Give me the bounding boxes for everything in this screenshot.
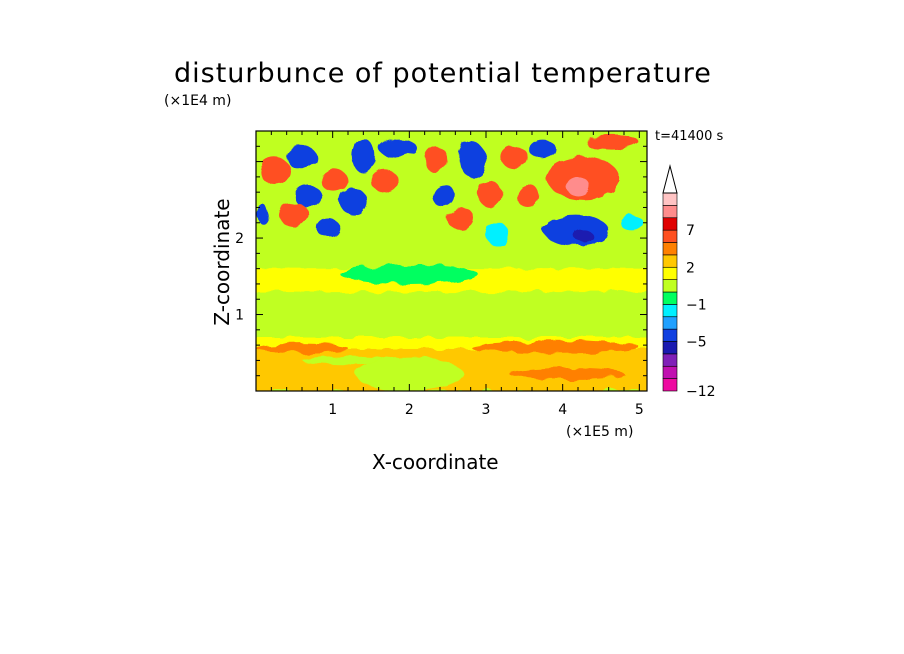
field-cell-27	[516, 184, 540, 208]
colorbar-swatch	[662, 229, 678, 243]
colorbar-extend-arrow	[662, 164, 678, 194]
colorbar: 7 2 −1 −5 −12	[662, 164, 716, 400]
colorbar-swatch	[662, 341, 678, 355]
axis-ticks: 1 2 3 4 5 1 2	[235, 131, 647, 418]
field-cell-12	[294, 184, 322, 208]
field-cell-13	[279, 203, 310, 227]
colorbar-label: −5	[686, 335, 707, 351]
field-cell-33	[574, 230, 594, 242]
colorbar-swatch	[662, 205, 678, 219]
field-cell-8	[256, 343, 348, 353]
y-tick-label: 2	[235, 231, 244, 247]
field-cell-31	[585, 134, 640, 151]
field-cell-35	[256, 203, 268, 223]
field-cell-19	[378, 138, 418, 158]
colorbar-swatch	[662, 291, 678, 305]
field-cell-5	[355, 356, 463, 391]
y-tick-label: 1	[235, 308, 244, 324]
field-cell-6	[509, 368, 624, 380]
x-tick-label: 5	[635, 402, 644, 418]
field-cell-16	[340, 188, 368, 216]
x-axis-label: X-coordinate	[372, 450, 499, 474]
colorbar-swatch	[662, 242, 678, 256]
field-cell-15	[321, 169, 349, 193]
x-tick-label: 4	[558, 402, 567, 418]
x-tick-label: 1	[328, 402, 337, 418]
field-cell-28	[528, 138, 555, 158]
field-band-2	[256, 291, 647, 338]
field-cell-21	[432, 184, 456, 208]
field-cell-34	[620, 215, 644, 231]
field-cell-17	[351, 138, 375, 174]
chart-title: disturbunce of potential temperature	[174, 58, 712, 89]
colorbar-swatch	[662, 266, 678, 280]
field-cell-11	[286, 146, 318, 170]
x-tick-label: 2	[405, 402, 414, 418]
x-tick-label: 3	[482, 402, 491, 418]
colorbar-swatch	[662, 304, 678, 318]
colorbar-swatch	[662, 316, 678, 330]
field-cell-23	[459, 142, 487, 177]
field-band-1	[256, 337, 647, 349]
field-cell-25	[486, 222, 509, 246]
colorbar-swatch	[662, 217, 678, 231]
colorbar-swatch	[662, 328, 678, 342]
field-cell-22	[447, 207, 475, 231]
field-cell-9	[340, 264, 479, 284]
field-cell-20	[424, 146, 448, 174]
colorbar-label: 2	[686, 260, 695, 276]
time-label: t=41400 s	[655, 129, 724, 144]
field-cell-7	[470, 341, 640, 353]
colorbar-swatch	[662, 192, 678, 206]
field-cell-24	[478, 180, 502, 208]
field-cell-14	[317, 218, 341, 239]
field-cell-26	[501, 146, 529, 170]
field-cell-10	[259, 157, 291, 185]
colorbar-swatch	[662, 353, 678, 367]
colorbar-label: −12	[686, 384, 716, 400]
colorbar-label: 7	[686, 223, 695, 239]
x-axis-scale-label: (×1E5 m)	[566, 424, 634, 440]
field-cell-32	[543, 215, 609, 246]
y-axis-scale-label: (×1E4 m)	[164, 93, 232, 109]
field-cell-4	[302, 355, 387, 365]
contour-field	[256, 131, 647, 391]
colorbar-swatch	[662, 365, 678, 379]
plot-frame	[255, 130, 648, 392]
colorbar-label: −1	[686, 297, 707, 313]
colorbar-swatch	[662, 378, 678, 392]
field-cell-18	[371, 169, 398, 193]
colorbar-swatch	[662, 279, 678, 293]
field-cell-30	[566, 176, 590, 196]
colorbar-swatch	[662, 254, 678, 268]
